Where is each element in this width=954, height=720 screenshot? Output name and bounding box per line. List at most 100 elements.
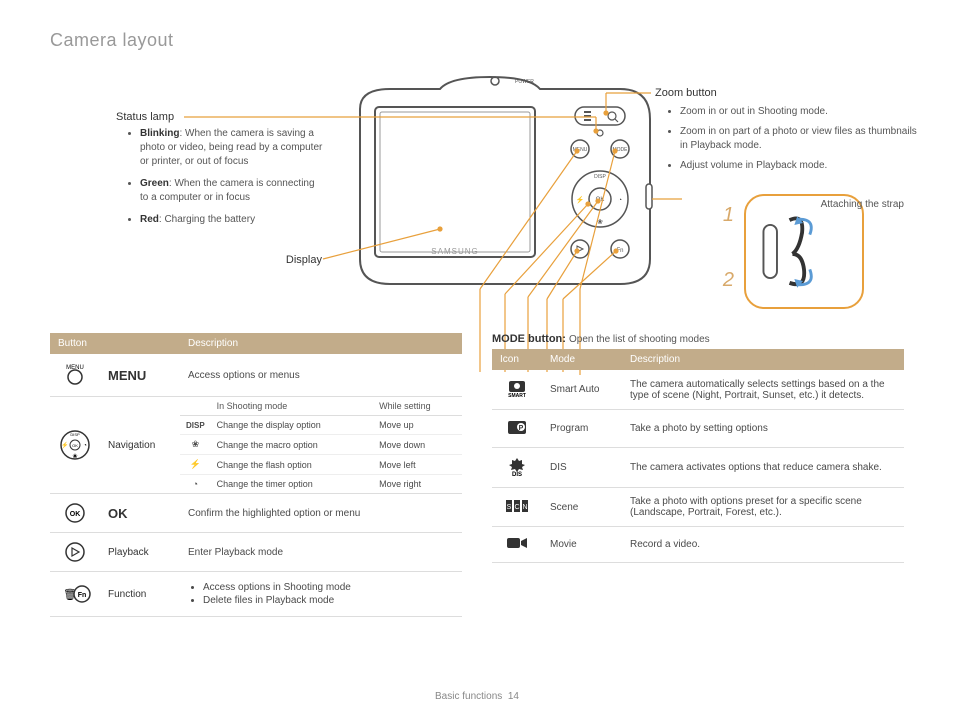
svg-text:P: P	[519, 425, 524, 432]
svg-text:◔: ◔	[618, 197, 622, 204]
page-title: Camera layout	[50, 30, 904, 51]
table-row: 🗑Fn Function Access options in Shooting …	[50, 572, 462, 617]
ok-icon: OK	[50, 494, 100, 533]
tables-row: Button Description MENU MENU Access opti…	[50, 333, 904, 617]
program-icon: P	[492, 410, 542, 448]
table-row: SCN Scene Take a photo with options pres…	[492, 488, 904, 527]
ok-label: OK	[100, 494, 180, 533]
nav-inner-th: In Shooting mode	[211, 397, 373, 416]
mode-table-col: MODE button: Open the list of shooting m…	[492, 333, 904, 617]
mode-name: Movie	[542, 527, 622, 563]
mode-th: Mode	[542, 349, 622, 370]
svg-text:OK: OK	[72, 443, 78, 448]
mode-desc: Take a photo by setting options	[622, 410, 904, 448]
table-row: Movie Record a video.	[492, 527, 904, 563]
svg-text:SMART: SMART	[508, 393, 526, 398]
playback-icon	[50, 533, 100, 572]
status-item: Red: Charging the battery	[140, 213, 323, 227]
svg-text:OK: OK	[596, 197, 605, 203]
button-table-col: Button Description MENU MENU Access opti…	[50, 333, 462, 617]
disp-icon: DISP	[180, 416, 211, 435]
svg-text:S: S	[507, 504, 512, 511]
nav-cell: Move right	[373, 475, 462, 494]
svg-text:⚡: ⚡	[576, 195, 585, 204]
svg-text:Fn: Fn	[78, 592, 87, 599]
zoom-item: Zoom in or out in Shooting mode.	[680, 105, 918, 119]
svg-text:SAMSUNG: SAMSUNG	[431, 247, 478, 256]
mode-desc: The camera activates options that reduce…	[622, 448, 904, 488]
nav-cell: Move left	[373, 455, 462, 475]
smart-icon: SMART	[492, 370, 542, 410]
svg-text:MENU: MENU	[66, 365, 84, 371]
fn-label: Function	[100, 572, 180, 617]
mode-desc: Record a video.	[622, 527, 904, 563]
svg-text:OK: OK	[70, 511, 81, 518]
ok-desc: Confirm the highlighted option or menu	[180, 494, 462, 533]
mode-desc: The camera automatically selects setting…	[622, 370, 904, 410]
scene-icon: SCN	[492, 488, 542, 527]
zoom-item: Zoom in on part of a photo or view files…	[680, 125, 918, 153]
menu-label: MENU	[100, 354, 180, 397]
mode-name: Program	[542, 410, 622, 448]
fn-item: Access options in Shooting mode	[203, 582, 454, 593]
strap-diagram	[744, 194, 864, 309]
svg-text:❀: ❀	[597, 219, 603, 226]
svg-text:◔: ◔	[83, 443, 87, 449]
display-label: Display	[272, 254, 322, 266]
status-item: Green: When the camera is connecting to …	[140, 177, 323, 205]
svg-text:Fn: Fn	[616, 248, 623, 254]
nav-cell: Change the macro option	[211, 435, 373, 455]
svg-text:DISP: DISP	[594, 174, 606, 180]
nav-cell: Change the flash option	[211, 455, 373, 475]
camera-back-illustration: POWER SAMSUNG MENU MODE OK DISP ❀ ⚡ ◔ Fn	[340, 69, 670, 319]
mode-heading: MODE button: Open the list of shooting m…	[492, 333, 904, 345]
playback-desc: Enter Playback mode	[180, 533, 462, 572]
nav-cell: Change the display option	[211, 416, 373, 435]
macro-icon: ❀	[180, 435, 211, 455]
status-item: Blinking: When the camera is saving a ph…	[140, 127, 323, 169]
nav-cell: Change the timer option	[211, 475, 373, 494]
strap-step-2: 2	[723, 269, 734, 292]
nav-desc-cell: In Shooting mode While setting DISPChang…	[180, 397, 462, 494]
timer-icon: ◔	[180, 475, 211, 494]
menu-desc: Access options or menus	[180, 354, 462, 397]
svg-text:POWER: POWER	[515, 79, 534, 85]
svg-text:❀: ❀	[72, 453, 77, 460]
svg-text:DISP: DISP	[70, 432, 80, 437]
svg-text:⚡: ⚡	[61, 441, 68, 449]
nav-cell: Move down	[373, 435, 462, 455]
table-row: OKDISP❀⚡◔ Navigation In Shooting mode Wh…	[50, 397, 462, 494]
svg-text:C: C	[514, 504, 519, 511]
fn-icon: 🗑Fn	[50, 572, 100, 617]
table-row: P Program Take a photo by setting option…	[492, 410, 904, 448]
nav-icon: OK DISP ❀ ⚡ ◔	[50, 397, 100, 494]
mode-th: Icon	[492, 349, 542, 370]
status-lamp-list: Blinking: When the camera is saving a ph…	[128, 127, 323, 235]
nav-cell: Move up	[373, 416, 462, 435]
nav-inner-table: In Shooting mode While setting DISPChang…	[180, 397, 462, 493]
table-row: OK OK Confirm the highlighted option or …	[50, 494, 462, 533]
strap-label: Attaching the strap	[821, 199, 904, 210]
playback-label: Playback	[100, 533, 180, 572]
mode-th: Description	[622, 349, 904, 370]
nav-inner-th: While setting	[373, 397, 462, 416]
nav-label: Navigation	[100, 397, 180, 494]
mode-table: Icon Mode Description SMART Smart Auto T…	[492, 349, 904, 563]
table-row: Playback Enter Playback mode	[50, 533, 462, 572]
button-table: Button Description MENU MENU Access opti…	[50, 333, 462, 617]
strap-step-1: 1	[723, 204, 734, 227]
button-th: Description	[180, 333, 462, 354]
mode-name: DIS	[542, 448, 622, 488]
svg-text:MENU: MENU	[573, 147, 588, 153]
svg-text:N: N	[522, 504, 527, 511]
svg-text:MODE: MODE	[613, 147, 629, 153]
table-row: SMART Smart Auto The camera automaticall…	[492, 370, 904, 410]
zoom-label: Zoom button	[655, 87, 717, 99]
fn-item: Delete files in Playback mode	[203, 595, 454, 606]
mode-desc: Take a photo with options preset for a s…	[622, 488, 904, 527]
movie-icon	[492, 527, 542, 563]
camera-diagram-area: POWER SAMSUNG MENU MODE OK DISP ❀ ⚡ ◔ Fn	[50, 69, 904, 349]
mode-name: Smart Auto	[542, 370, 622, 410]
svg-text:DIS: DIS	[512, 472, 522, 476]
zoom-list: Zoom in or out in Shooting mode. Zoom in…	[668, 105, 918, 179]
